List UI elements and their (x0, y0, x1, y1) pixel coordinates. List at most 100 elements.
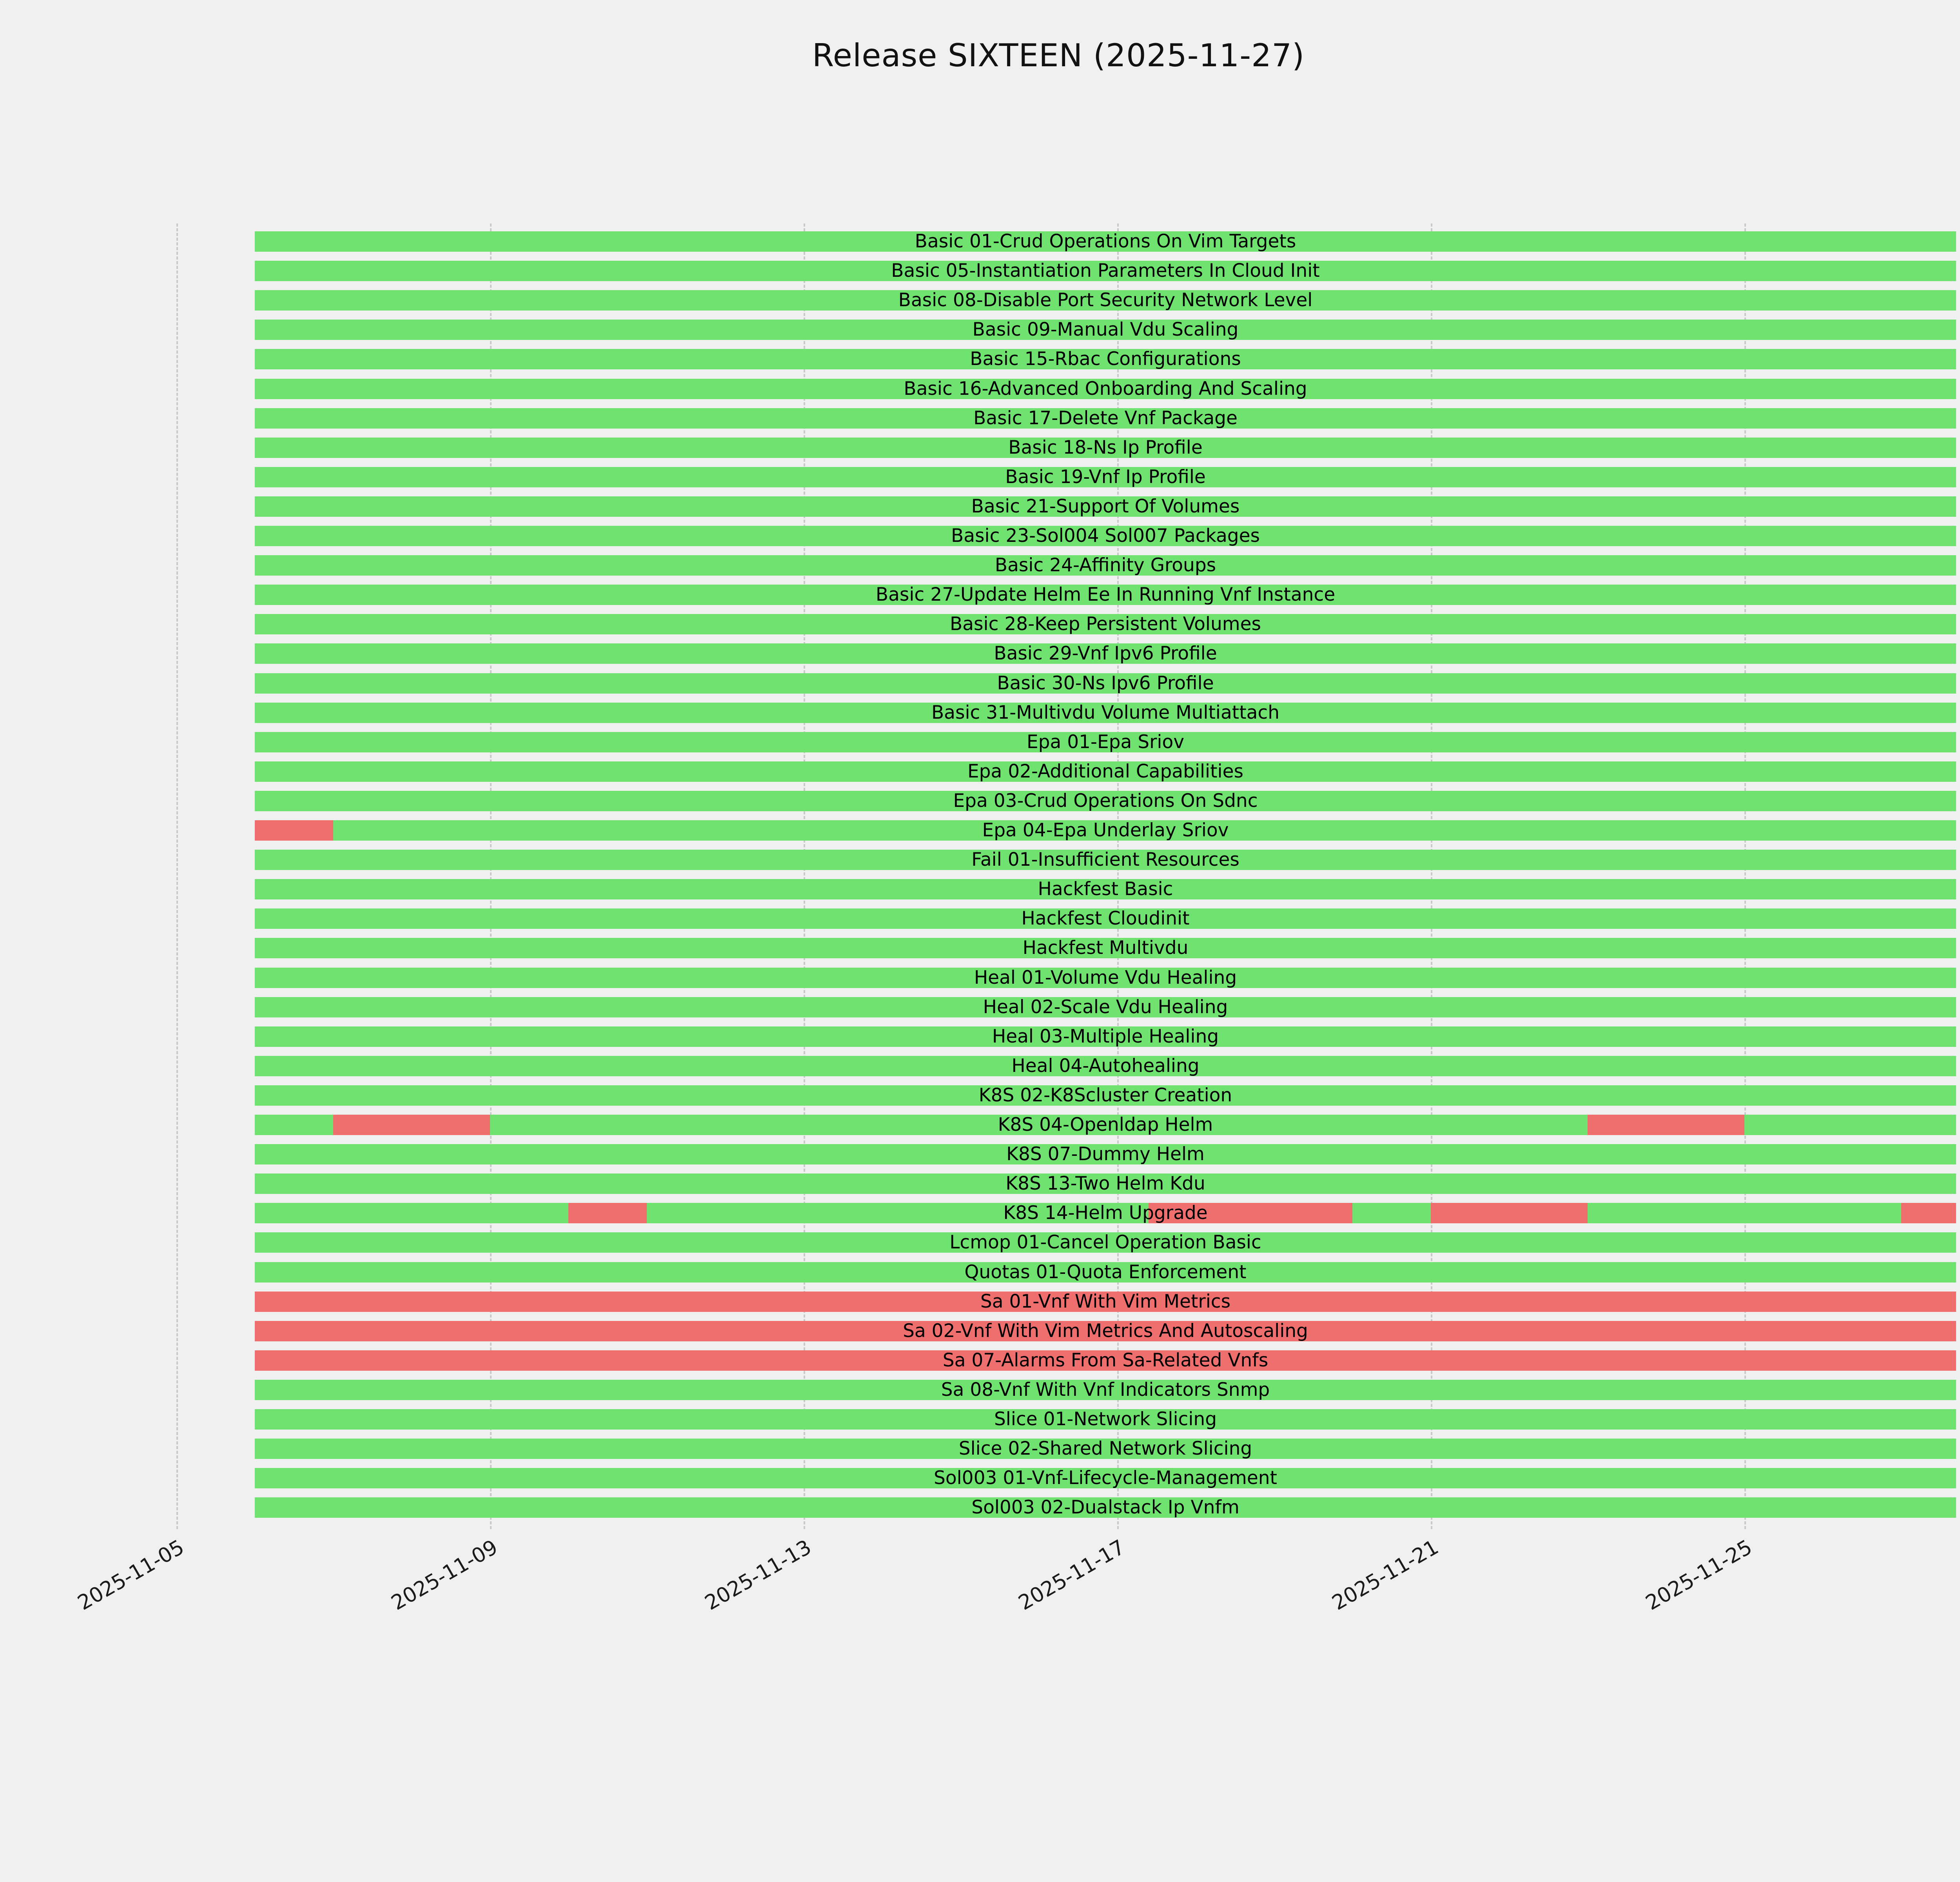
task-bar (255, 408, 1956, 429)
task-fail-segment (255, 820, 333, 841)
task-bar (255, 1497, 1956, 1518)
task-label: Epa 02-Additional Capabilities (967, 760, 1244, 782)
task-label: Epa 01-Epa Sriov (1026, 731, 1185, 753)
task-bar (255, 1174, 1956, 1194)
task-bar (255, 879, 1956, 900)
task-bar (255, 938, 1956, 959)
task-bar (255, 643, 1956, 664)
x-tick-label: 2025-11-21 (1328, 1535, 1443, 1615)
task-fail-segment (255, 1321, 1956, 1341)
task-bar (255, 1232, 1956, 1253)
task-bar (255, 261, 1956, 282)
gridline (1431, 223, 1432, 1529)
task-bar (255, 1439, 1956, 1459)
task-bar (255, 526, 1956, 546)
task-bar (255, 1291, 1956, 1312)
task-label: Lcmop 01-Cancel Operation Basic (949, 1232, 1261, 1253)
task-label: Basic 23-Sol004 Sol007 Packages (951, 525, 1260, 547)
task-label: Basic 01-Crud Operations On Vim Targets (915, 231, 1296, 252)
task-label: Basic 05-Instantiation Parameters In Clo… (891, 260, 1320, 282)
task-bar (255, 1115, 1956, 1135)
task-bar (255, 967, 1956, 988)
task-bar (255, 1085, 1956, 1106)
task-label: Basic 21-Support Of Volumes (971, 495, 1240, 517)
task-label: Basic 29-Vnf Ipv6 Profile (994, 643, 1217, 665)
task-label: Basic 31-Multivdu Volume Multiattach (931, 701, 1280, 723)
task-fail-segment (255, 1350, 1956, 1371)
task-fail-segment (568, 1203, 647, 1224)
task-bar (255, 1203, 1956, 1224)
task-label: Slice 01-Network Slicing (994, 1408, 1217, 1430)
task-bar (255, 349, 1956, 370)
gridline (1744, 223, 1746, 1529)
task-label: K8S 02-K8Scluster Creation (978, 1084, 1232, 1106)
task-label: Epa 04-Epa Underlay Sriov (982, 819, 1229, 841)
task-fail-segment (333, 1115, 490, 1135)
task-label: Sa 02-Vnf With Vim Metrics And Autoscali… (903, 1320, 1308, 1342)
task-bar (255, 732, 1956, 752)
task-bar (255, 1379, 1956, 1400)
task-bar (255, 702, 1956, 723)
task-bar (255, 555, 1956, 576)
task-label: Sa 07-Alarms From Sa-Related Vnfs (942, 1349, 1269, 1371)
task-label: Basic 24-Affinity Groups (995, 554, 1216, 576)
task-label: Hackfest Basic (1038, 878, 1173, 900)
x-tick-label: 2025-11-05 (74, 1535, 188, 1615)
task-label: Basic 17-Delete Vnf Package (973, 407, 1238, 429)
task-bar (255, 761, 1956, 782)
task-fail-segment (1149, 1203, 1352, 1224)
task-label: Hackfest Multivdu (1022, 937, 1189, 959)
task-fail-segment (1901, 1203, 1956, 1224)
task-label: Basic 19-Vnf Ip Profile (1005, 466, 1206, 488)
task-bar (255, 437, 1956, 458)
task-label: Basic 27-Update Helm Ee In Running Vnf I… (875, 584, 1336, 606)
task-label: Basic 09-Manual Vdu Scaling (972, 319, 1239, 341)
task-bar (255, 790, 1956, 811)
task-label: Heal 03-Multiple Healing (992, 1025, 1219, 1047)
chart-title: Release SIXTEEN (2025-11-27) (812, 37, 1305, 74)
task-label: Sa 01-Vnf With Vim Metrics (980, 1290, 1231, 1312)
task-label: Sa 08-Vnf With Vnf Indicators Snmp (941, 1379, 1270, 1401)
task-label: K8S 13-Two Helm Kdu (1005, 1173, 1205, 1195)
task-bar (255, 1468, 1956, 1489)
task-bar (255, 1350, 1956, 1371)
task-label: Quotas 01-Quota Enforcement (964, 1261, 1247, 1283)
task-label: Hackfest Cloudinit (1021, 908, 1190, 930)
gridline (176, 223, 178, 1529)
task-bar (255, 850, 1956, 870)
task-label: Basic 16-Advanced Onboarding And Scaling (904, 378, 1307, 400)
task-label: Heal 04-Autohealing (1011, 1055, 1200, 1077)
task-bar (255, 997, 1956, 1017)
task-label: K8S 07-Dummy Helm (1006, 1143, 1205, 1165)
task-label: Basic 15-Rbac Configurations (970, 348, 1241, 370)
task-label: Fail 01-Insufficient Resources (971, 849, 1240, 871)
task-bar (255, 290, 1956, 311)
task-label: Heal 02-Scale Vdu Healing (983, 996, 1228, 1018)
task-label: Basic 30-Ns Ipv6 Profile (997, 672, 1214, 694)
task-bar (255, 496, 1956, 517)
x-tick-label: 2025-11-13 (701, 1535, 815, 1615)
task-fail-segment (1588, 1115, 1744, 1135)
task-bar (255, 1055, 1956, 1076)
task-label: K8S 04-Openldap Helm (998, 1114, 1213, 1135)
task-label: K8S 14-Helm Upgrade (1003, 1202, 1208, 1224)
task-bar (255, 1409, 1956, 1430)
task-bar (255, 1321, 1956, 1341)
task-bar (255, 1026, 1956, 1047)
task-fail-segment (255, 1291, 1956, 1312)
task-label: Basic 08-Disable Port Security Network L… (898, 289, 1313, 311)
task-label: Heal 01-Volume Vdu Healing (974, 966, 1237, 988)
task-bar (255, 1262, 1956, 1283)
task-bar (255, 908, 1956, 929)
x-tick-label: 2025-11-25 (1642, 1535, 1756, 1615)
task-label: Basic 18-Ns Ip Profile (1008, 436, 1203, 458)
task-fail-segment (1431, 1203, 1588, 1224)
task-bar (255, 231, 1956, 252)
task-bar (255, 585, 1956, 605)
gridline (490, 223, 492, 1529)
task-label: Basic 28-Keep Persistent Volumes (950, 613, 1261, 635)
task-bar (255, 378, 1956, 399)
gridline (1117, 223, 1119, 1529)
task-label: Epa 03-Crud Operations On Sdnc (953, 790, 1258, 812)
